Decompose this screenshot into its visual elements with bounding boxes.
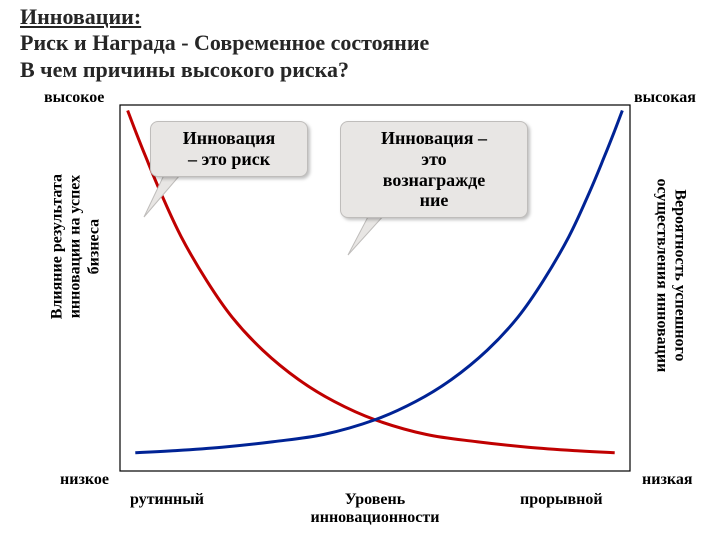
x-tick-right: прорывной: [520, 491, 630, 509]
corner-top-right: высокая: [634, 89, 696, 107]
callout-reward: Инновация – это вознагражде ние: [340, 121, 528, 218]
title-line-1: Инновации:: [20, 4, 700, 30]
x-tick-left: рутинный: [130, 491, 250, 509]
callout-risk: Инновация – это риск: [150, 121, 308, 176]
corner-top-left: высокое: [44, 89, 104, 107]
callout-tail-risk: [144, 175, 180, 217]
title-line-3: В чем причины высокого риска?: [20, 57, 700, 83]
y-axis-left-label: Влияние результата инновации на успех би…: [48, 127, 103, 367]
callout-tail-reward: [348, 213, 386, 255]
chart: высокое высокая низкое низкая Влияние ре…: [20, 87, 700, 535]
title-line-2: Риск и Награда - Современное состояние: [20, 30, 700, 56]
title-block: Инновации: Риск и Награда - Современное …: [0, 0, 720, 87]
corner-bottom-right: низкая: [642, 471, 693, 489]
y-axis-right-label: Вероятность успешного осуществления инно…: [652, 146, 689, 406]
corner-bottom-left: низкое: [60, 471, 109, 489]
x-axis-center-label: Уровень инновационности: [275, 491, 475, 527]
